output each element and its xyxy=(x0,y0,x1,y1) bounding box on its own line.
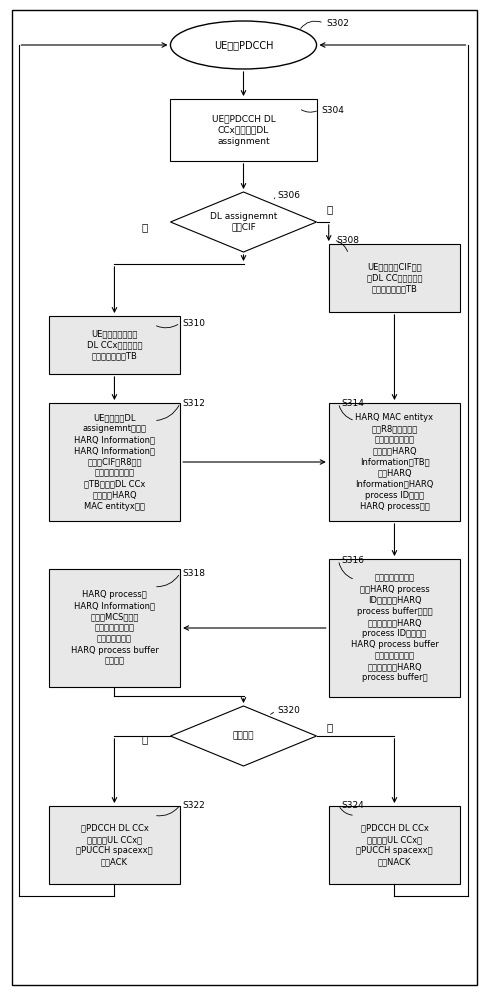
Text: DL assignemnt
包含CIF: DL assignemnt 包含CIF xyxy=(210,212,277,232)
Text: S304: S304 xyxy=(321,106,344,115)
Text: UE物理层将DL
assignemnt中提取
HARQ Information，
HARQ Information不
再包括CIF和R8完全
一致，以及解调后
: UE物理层将DL assignemnt中提取 HARQ Information，… xyxy=(74,413,155,511)
Polygon shape xyxy=(170,192,317,252)
Text: UE物理层从本载波
DL CCx上接收下行
数据，并解调为TB: UE物理层从本载波 DL CCx上接收下行 数据，并解调为TB xyxy=(87,329,142,361)
FancyBboxPatch shape xyxy=(329,403,460,521)
FancyBboxPatch shape xyxy=(329,806,460,884)
Text: 是: 是 xyxy=(141,734,148,744)
Text: 如果是首传，直接
覆盖HARQ process
ID所对应的HARQ
process buffer，如果
是重传，则和HARQ
process ID所对应的
H: 如果是首传，直接 覆盖HARQ process ID所对应的HARQ proce… xyxy=(351,574,438,682)
Text: 在PDCCH DL CCx
所关联的UL CCx上
的PUCCH spacexx上
发送ACK: 在PDCCH DL CCx 所关联的UL CCx上 的PUCCH spacexx… xyxy=(76,824,153,866)
Text: S318: S318 xyxy=(183,569,206,578)
FancyBboxPatch shape xyxy=(49,316,180,374)
Text: UE监听PDCCH: UE监听PDCCH xyxy=(214,40,273,50)
Text: S302: S302 xyxy=(326,19,349,28)
Text: S314: S314 xyxy=(341,399,364,408)
Text: S322: S322 xyxy=(183,801,206,810)
Text: S306: S306 xyxy=(278,191,300,200)
Text: 否: 否 xyxy=(326,722,333,732)
FancyBboxPatch shape xyxy=(12,10,477,985)
Text: HARQ MAC entityx
接照R8的规范进行
处理：判断新传、
旧传，将HARQ
Information和TB发
送给HARQ
Information中: HARQ MAC entityx 接照R8的规范进行 处理：判断新传、 旧传，将… xyxy=(356,413,433,511)
FancyBboxPatch shape xyxy=(49,806,180,884)
Text: 是: 是 xyxy=(326,204,333,214)
FancyBboxPatch shape xyxy=(170,99,317,161)
Text: S324: S324 xyxy=(341,801,364,810)
Text: S308: S308 xyxy=(336,236,359,245)
FancyBboxPatch shape xyxy=(329,244,460,312)
Text: S320: S320 xyxy=(278,706,300,715)
Text: 在PDCCH DL CCx
所关联的UL CCx上
的PUCCH spacexx上
发送NACK: 在PDCCH DL CCx 所关联的UL CCx上 的PUCCH spacexx… xyxy=(356,824,433,866)
Text: S316: S316 xyxy=(341,556,364,565)
FancyBboxPatch shape xyxy=(329,559,460,697)
Text: S310: S310 xyxy=(183,319,206,328)
Text: HARQ process将
HARQ Information中
包括的MCS等信息
作为参数调用物理
层解码过程，对
HARQ process buffer
进: HARQ process将 HARQ Information中 包括的MCS等信… xyxy=(71,590,158,666)
Text: UE在PDCCH DL
CCx上接收到DL
assignment: UE在PDCCH DL CCx上接收到DL assignment xyxy=(212,114,275,146)
FancyBboxPatch shape xyxy=(49,403,180,521)
FancyBboxPatch shape xyxy=(49,569,180,687)
Text: UE物理层从CIF所指
的DL CC上接收下行
数据，并解调为TB: UE物理层从CIF所指 的DL CC上接收下行 数据，并解调为TB xyxy=(367,262,422,294)
Text: 否: 否 xyxy=(141,222,148,232)
Text: S312: S312 xyxy=(183,399,206,408)
Polygon shape xyxy=(170,706,317,766)
Ellipse shape xyxy=(170,21,317,69)
Text: 解码成功: 解码成功 xyxy=(233,732,254,740)
